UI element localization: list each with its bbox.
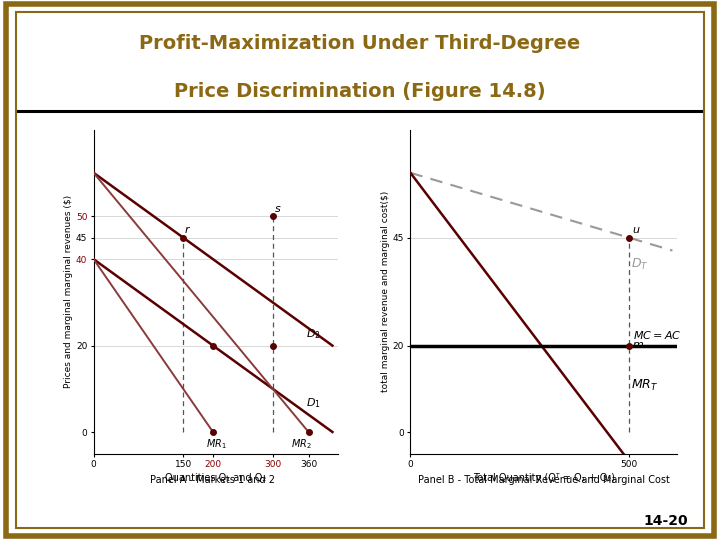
Text: $D_2$: $D_2$: [305, 327, 320, 341]
Text: $m$: $m$: [632, 340, 644, 350]
Text: $s$: $s$: [274, 204, 282, 214]
Text: $MR_2$: $MR_2$: [291, 437, 311, 451]
Y-axis label: Prices and marginal marginal revenues ($): Prices and marginal marginal revenues ($…: [64, 195, 73, 388]
X-axis label: Quantities Q₁ and Q₂: Quantities Q₁ and Q₂: [166, 473, 266, 483]
Text: $u$: $u$: [632, 225, 641, 235]
Text: Price Discrimination (Figure 14.8): Price Discrimination (Figure 14.8): [174, 82, 546, 101]
Y-axis label: total marginal revenue and marginal cost($): total marginal revenue and marginal cost…: [381, 191, 390, 392]
Text: Panel A - Markets 1 and 2: Panel A - Markets 1 and 2: [150, 475, 275, 485]
Text: $D_T$: $D_T$: [631, 257, 649, 272]
Text: 14-20: 14-20: [643, 514, 688, 528]
Text: $MC = AC$: $MC = AC$: [633, 329, 682, 341]
Text: Profit-Maximization Under Third-Degree: Profit-Maximization Under Third-Degree: [140, 34, 580, 53]
X-axis label: Total Quantity (Qᵀ = Q₁ + Q₂): Total Quantity (Qᵀ = Q₁ + Q₂): [472, 473, 615, 483]
Text: $D_1$: $D_1$: [305, 396, 320, 410]
Text: Panel B - Total Marginal Revenue and Marginal Cost: Panel B - Total Marginal Revenue and Mar…: [418, 475, 670, 485]
Text: $MR_T$: $MR_T$: [631, 378, 658, 393]
Text: $MR_1$: $MR_1$: [206, 437, 227, 451]
Text: $r$: $r$: [184, 224, 192, 235]
